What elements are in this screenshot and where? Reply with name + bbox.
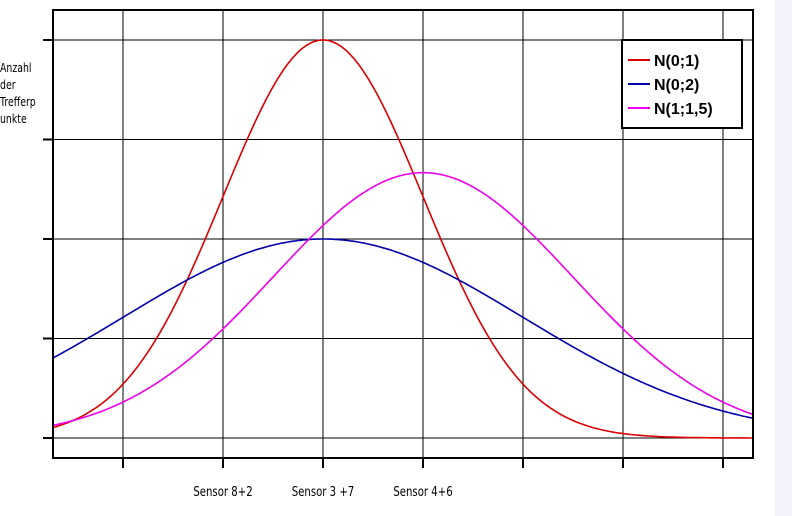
- legend-label-1: N(0;1): [654, 53, 699, 70]
- y-axis-label: Anzahl der Trefferp unkte: [0, 60, 39, 128]
- side-panel: [775, 0, 792, 516]
- legend: N(0;1) N(0;2) N(1;1,5): [621, 39, 743, 129]
- y-axis-label-line-4: unkte: [0, 112, 27, 126]
- curves: [52, 39, 754, 439]
- x-tick-label-2: Sensor 3 +7: [292, 484, 355, 500]
- series-line-3: [52, 171, 754, 427]
- series-line-1: [52, 39, 753, 439]
- series-line-2: [52, 238, 754, 420]
- legend-label-2: N(0;2): [654, 77, 699, 94]
- legend-label-3: N(1;1,5): [654, 101, 713, 118]
- line-chart: Sensor 8+2 Sensor 3 +7 Sensor 4+6 N(0;1)N(…: [43, 9, 754, 500]
- y-axis-label-line-3: Trefferp: [0, 95, 36, 109]
- y-axis-label-line-2: der: [0, 78, 16, 92]
- plot-frame: [52, 9, 754, 459]
- x-tick-labels: Sensor 8+2 Sensor 3 +7 Sensor 4+6: [193, 484, 452, 500]
- x-tick-label-3: Sensor 4+6: [393, 484, 452, 500]
- y-axis-label-line-1: Anzahl: [0, 61, 32, 75]
- ticks: [43, 39, 724, 468]
- x-tick-label-1: Sensor 8+2: [193, 484, 252, 500]
